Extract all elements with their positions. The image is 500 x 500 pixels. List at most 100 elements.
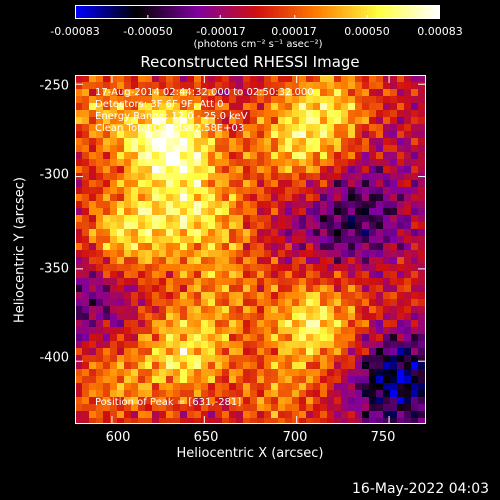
heatmap-cell bbox=[215, 96, 223, 104]
heatmap-cell bbox=[250, 243, 258, 251]
heatmap-cell bbox=[187, 397, 195, 405]
heatmap-cell bbox=[334, 341, 342, 349]
heatmap-cell bbox=[194, 117, 202, 125]
heatmap-cell bbox=[194, 271, 202, 279]
heatmap-cell bbox=[145, 257, 153, 265]
heatmap-cell bbox=[166, 327, 174, 335]
heatmap-cell bbox=[89, 327, 97, 335]
heatmap-cell bbox=[222, 418, 230, 424]
heatmap-cell bbox=[229, 257, 237, 265]
heatmap-cell bbox=[222, 236, 230, 244]
heatmap-cell bbox=[117, 376, 125, 384]
heatmap-cell bbox=[89, 243, 97, 251]
heatmap-cell bbox=[145, 82, 153, 90]
heatmap-cell bbox=[89, 152, 97, 160]
heatmap-cell bbox=[173, 257, 181, 265]
heatmap-cell bbox=[369, 145, 377, 153]
heatmap-cell bbox=[334, 292, 342, 300]
heatmap-cell bbox=[334, 124, 342, 132]
heatmap-cell bbox=[89, 215, 97, 223]
heatmap-cell bbox=[383, 201, 391, 209]
heatmap-cell bbox=[124, 404, 132, 412]
heatmap-cell bbox=[299, 390, 307, 398]
heatmap-cell bbox=[96, 292, 104, 300]
heatmap-cell bbox=[292, 369, 300, 377]
heatmap-cell bbox=[250, 236, 258, 244]
heatmap-cell bbox=[327, 89, 335, 97]
heatmap-cell bbox=[159, 131, 167, 139]
heatmap-cell bbox=[103, 355, 111, 363]
heatmap-cell bbox=[138, 201, 146, 209]
heatmap-cell bbox=[404, 180, 412, 188]
heatmap-cell bbox=[201, 173, 209, 181]
heatmap-cell bbox=[306, 222, 314, 230]
heatmap-cell bbox=[194, 327, 202, 335]
heatmap-cell bbox=[117, 180, 125, 188]
colorbar-segment bbox=[330, 5, 335, 19]
heatmap-cell bbox=[215, 194, 223, 202]
colorbar-segment bbox=[287, 5, 292, 19]
colorbar-segment bbox=[87, 5, 91, 19]
heatmap-cell bbox=[243, 173, 251, 181]
heatmap-cell bbox=[334, 180, 342, 188]
heatmap-cell bbox=[362, 243, 370, 251]
colorbar-segment bbox=[187, 5, 192, 19]
heatmap-cell bbox=[96, 404, 104, 412]
heatmap-cell bbox=[159, 138, 167, 146]
heatmap-cell bbox=[159, 159, 167, 167]
heatmap-cell bbox=[369, 236, 377, 244]
heatmap-cell bbox=[208, 285, 216, 293]
heatmap-cell bbox=[250, 187, 258, 195]
heatmap-cell bbox=[131, 327, 139, 335]
heatmap-cell bbox=[362, 208, 370, 216]
heatmap-cell bbox=[376, 390, 384, 398]
heatmap-cell bbox=[75, 194, 83, 202]
heatmap-cell bbox=[243, 194, 251, 202]
heatmap-cell bbox=[264, 201, 272, 209]
heatmap-cell bbox=[117, 257, 125, 265]
heatmap-cell bbox=[138, 285, 146, 293]
heatmap-cell bbox=[194, 320, 202, 328]
heatmap-cell bbox=[376, 278, 384, 286]
heatmap-cell bbox=[418, 418, 426, 424]
heatmap-cell bbox=[285, 397, 293, 405]
heatmap-cell bbox=[341, 173, 349, 181]
heatmap-cell bbox=[292, 215, 300, 223]
heatmap-cell bbox=[215, 89, 223, 97]
heatmap-cell bbox=[313, 124, 321, 132]
heatmap-cell bbox=[404, 89, 412, 97]
heatmap-cell bbox=[348, 278, 356, 286]
heatmap-cell bbox=[229, 243, 237, 251]
heatmap-cell bbox=[138, 194, 146, 202]
heatmap-cell bbox=[229, 418, 237, 424]
heatmap-cell bbox=[187, 82, 195, 90]
heatmap-cell bbox=[173, 187, 181, 195]
heatmap-cell bbox=[208, 271, 216, 279]
heatmap-cell bbox=[117, 348, 125, 356]
heatmap-cell bbox=[89, 306, 97, 314]
heatmap-cell bbox=[292, 397, 300, 405]
heatmap-cell bbox=[341, 257, 349, 265]
heatmap-cell bbox=[334, 222, 342, 230]
heatmap-cell bbox=[376, 418, 384, 424]
heatmap-cell bbox=[166, 194, 174, 202]
heatmap-cell bbox=[236, 180, 244, 188]
heatmap-cell bbox=[187, 278, 195, 286]
heatmap-cell bbox=[208, 376, 216, 384]
heatmap-cell bbox=[250, 96, 258, 104]
heatmap-cell bbox=[327, 215, 335, 223]
heatmap-cell bbox=[117, 404, 125, 412]
heatmap-cell bbox=[89, 411, 97, 419]
heatmap-cell bbox=[348, 327, 356, 335]
heatmap-cell bbox=[152, 285, 160, 293]
heatmap-cell bbox=[278, 166, 286, 174]
heatmap-cell bbox=[355, 173, 363, 181]
heatmap-cell bbox=[187, 75, 195, 83]
colorbar-segment bbox=[418, 5, 423, 19]
heatmap-cell bbox=[215, 180, 223, 188]
heatmap-cell bbox=[404, 82, 412, 90]
heatmap-cell bbox=[236, 376, 244, 384]
heatmap-cell bbox=[313, 390, 321, 398]
heatmap-cell bbox=[187, 257, 195, 265]
heatmap-cell bbox=[271, 159, 279, 167]
